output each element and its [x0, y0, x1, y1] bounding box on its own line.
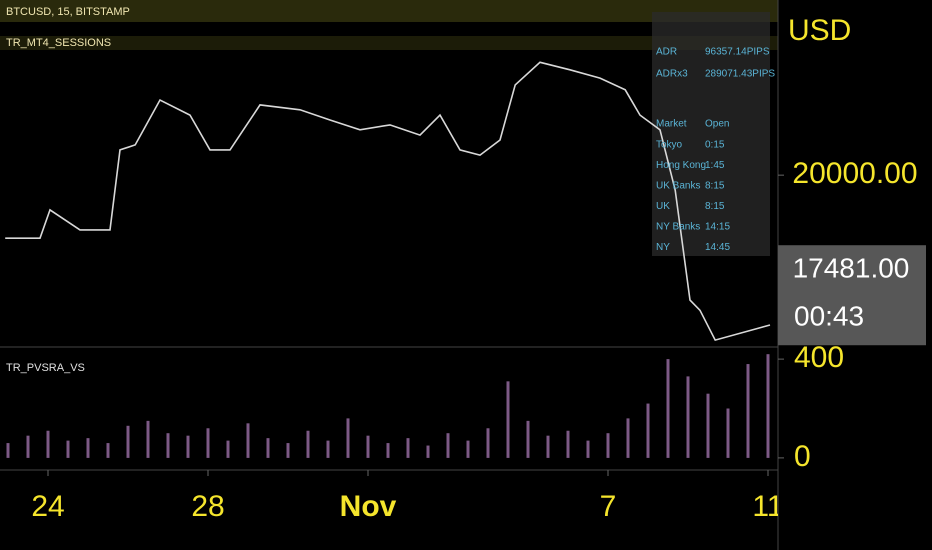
- last-price-box: [778, 245, 926, 346]
- volume-bar: [586, 440, 590, 458]
- last-price-label: 17481.00: [793, 253, 910, 284]
- x-tick-label: 11: [752, 490, 783, 523]
- volume-bar: [246, 423, 250, 458]
- header-band: [0, 0, 778, 22]
- session-cell: NY: [656, 242, 670, 253]
- volume-bar: [226, 440, 230, 458]
- volume-bar: [566, 430, 570, 458]
- volume-bar: [186, 435, 190, 458]
- info-cell: 96357.14PIPS: [705, 47, 770, 58]
- plot-area: 24 28 Nov 7 11: [5, 61, 783, 523]
- indicator-title: TR_MT4_SESSIONS: [6, 37, 111, 49]
- volume-bar: [726, 408, 730, 458]
- volume-bar: [86, 438, 90, 458]
- volume-bar: [426, 445, 430, 458]
- volume-bar: [306, 430, 310, 458]
- volume-bar: [606, 433, 610, 458]
- volume-bar: [466, 440, 470, 458]
- x-tick-label: Nov: [340, 490, 397, 523]
- volume-bar: [126, 425, 130, 458]
- volume-title: TR_PVSRA_VS: [6, 362, 85, 374]
- session-header: Market: [656, 119, 687, 130]
- volume-bar: [266, 438, 270, 458]
- volume-bar: [706, 393, 710, 458]
- session-cell: 8:15: [705, 201, 725, 212]
- session-header: Open: [705, 119, 729, 130]
- y-tick-label: 20000.00: [792, 157, 917, 190]
- volume-bar: [346, 418, 350, 458]
- session-cell: 0:15: [705, 140, 725, 151]
- session-cell: 14:45: [705, 242, 730, 253]
- countdown: 00:43: [794, 301, 864, 332]
- session-band: [0, 36, 778, 50]
- session-cell: UK Banks: [656, 181, 700, 192]
- chart-title: BTCUSD, 15, BITSTAMP: [6, 6, 130, 18]
- session-cell: Hong Kong: [656, 160, 706, 171]
- session-cell: Tokyo: [656, 140, 683, 151]
- info-cell: ADR: [656, 47, 677, 58]
- volume-bar: [66, 440, 70, 458]
- info-cell: ADRx3: [656, 69, 688, 80]
- volume-bar: [26, 435, 30, 458]
- volume-bar: [6, 443, 10, 458]
- y-tick-label: 0: [794, 440, 811, 473]
- session-cell: UK: [656, 201, 670, 212]
- volume-bar: [666, 359, 670, 458]
- volume-bar: [626, 418, 630, 458]
- session-cell: 1:45: [705, 160, 725, 171]
- volume-bar: [46, 430, 50, 458]
- volume-bar: [166, 433, 170, 458]
- volume-bar: [106, 443, 110, 458]
- x-tick-label: 24: [31, 490, 64, 523]
- volume-bar: [486, 428, 490, 458]
- volume-bar: [746, 364, 750, 458]
- info-cell: 289071.43PIPS: [705, 69, 775, 80]
- volume-bar: [366, 435, 370, 458]
- volume-bar: [326, 440, 330, 458]
- session-cell: 8:15: [705, 181, 725, 192]
- y-axis-label: USD: [788, 14, 851, 47]
- volume-bar: [406, 438, 410, 458]
- session-cell: NY Banks: [656, 222, 700, 233]
- y-tick-label: 400: [794, 341, 844, 374]
- volume-bar: [446, 433, 450, 458]
- volume-bar: [686, 376, 690, 458]
- volume-bar: [286, 443, 290, 458]
- volume-bar: [546, 435, 550, 458]
- volume-bar: [206, 428, 210, 458]
- volume-bar: [646, 403, 650, 458]
- volume-bar: [146, 420, 150, 458]
- volume-bar: [766, 354, 770, 458]
- x-tick-label: 28: [191, 490, 224, 523]
- session-cell: 14:15: [705, 222, 730, 233]
- volume-bar: [526, 420, 530, 458]
- info-panel: [652, 12, 770, 256]
- volume-bar: [386, 443, 390, 458]
- volume-bar: [506, 381, 510, 458]
- x-tick-label: 7: [600, 490, 617, 523]
- price-line: [5, 61, 771, 342]
